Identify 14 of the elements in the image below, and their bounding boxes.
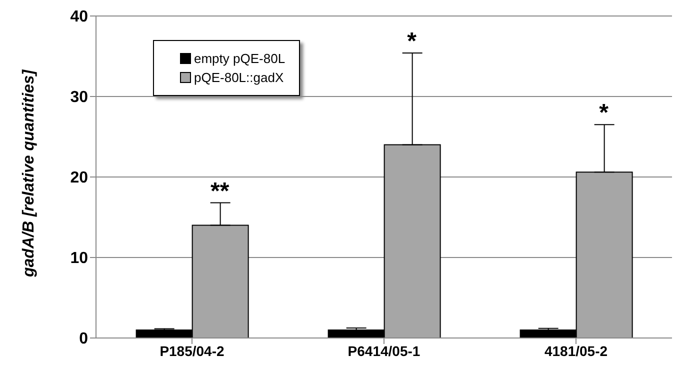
legend-label: pQE-80L::gadX <box>194 70 284 85</box>
y-tick-label: 40 <box>70 8 88 26</box>
legend-label: empty pQE-80L <box>194 51 286 66</box>
annotation: * <box>599 100 610 127</box>
x-tick-label: 4181/05-2 <box>544 342 608 359</box>
y-tick-label: 10 <box>70 250 88 268</box>
y-tick-label: 20 <box>70 170 88 187</box>
y-tick-label: 30 <box>70 89 88 106</box>
annotation: ** <box>210 178 230 205</box>
y-axis-title: gadA/B [relative quantities] <box>20 69 38 278</box>
y-tick-label: 0 <box>79 330 88 348</box>
x-tick-label: P185/04-2 <box>160 342 225 359</box>
annotation: * <box>407 28 418 56</box>
x-tick-label: P6414/05-1 <box>348 342 420 359</box>
